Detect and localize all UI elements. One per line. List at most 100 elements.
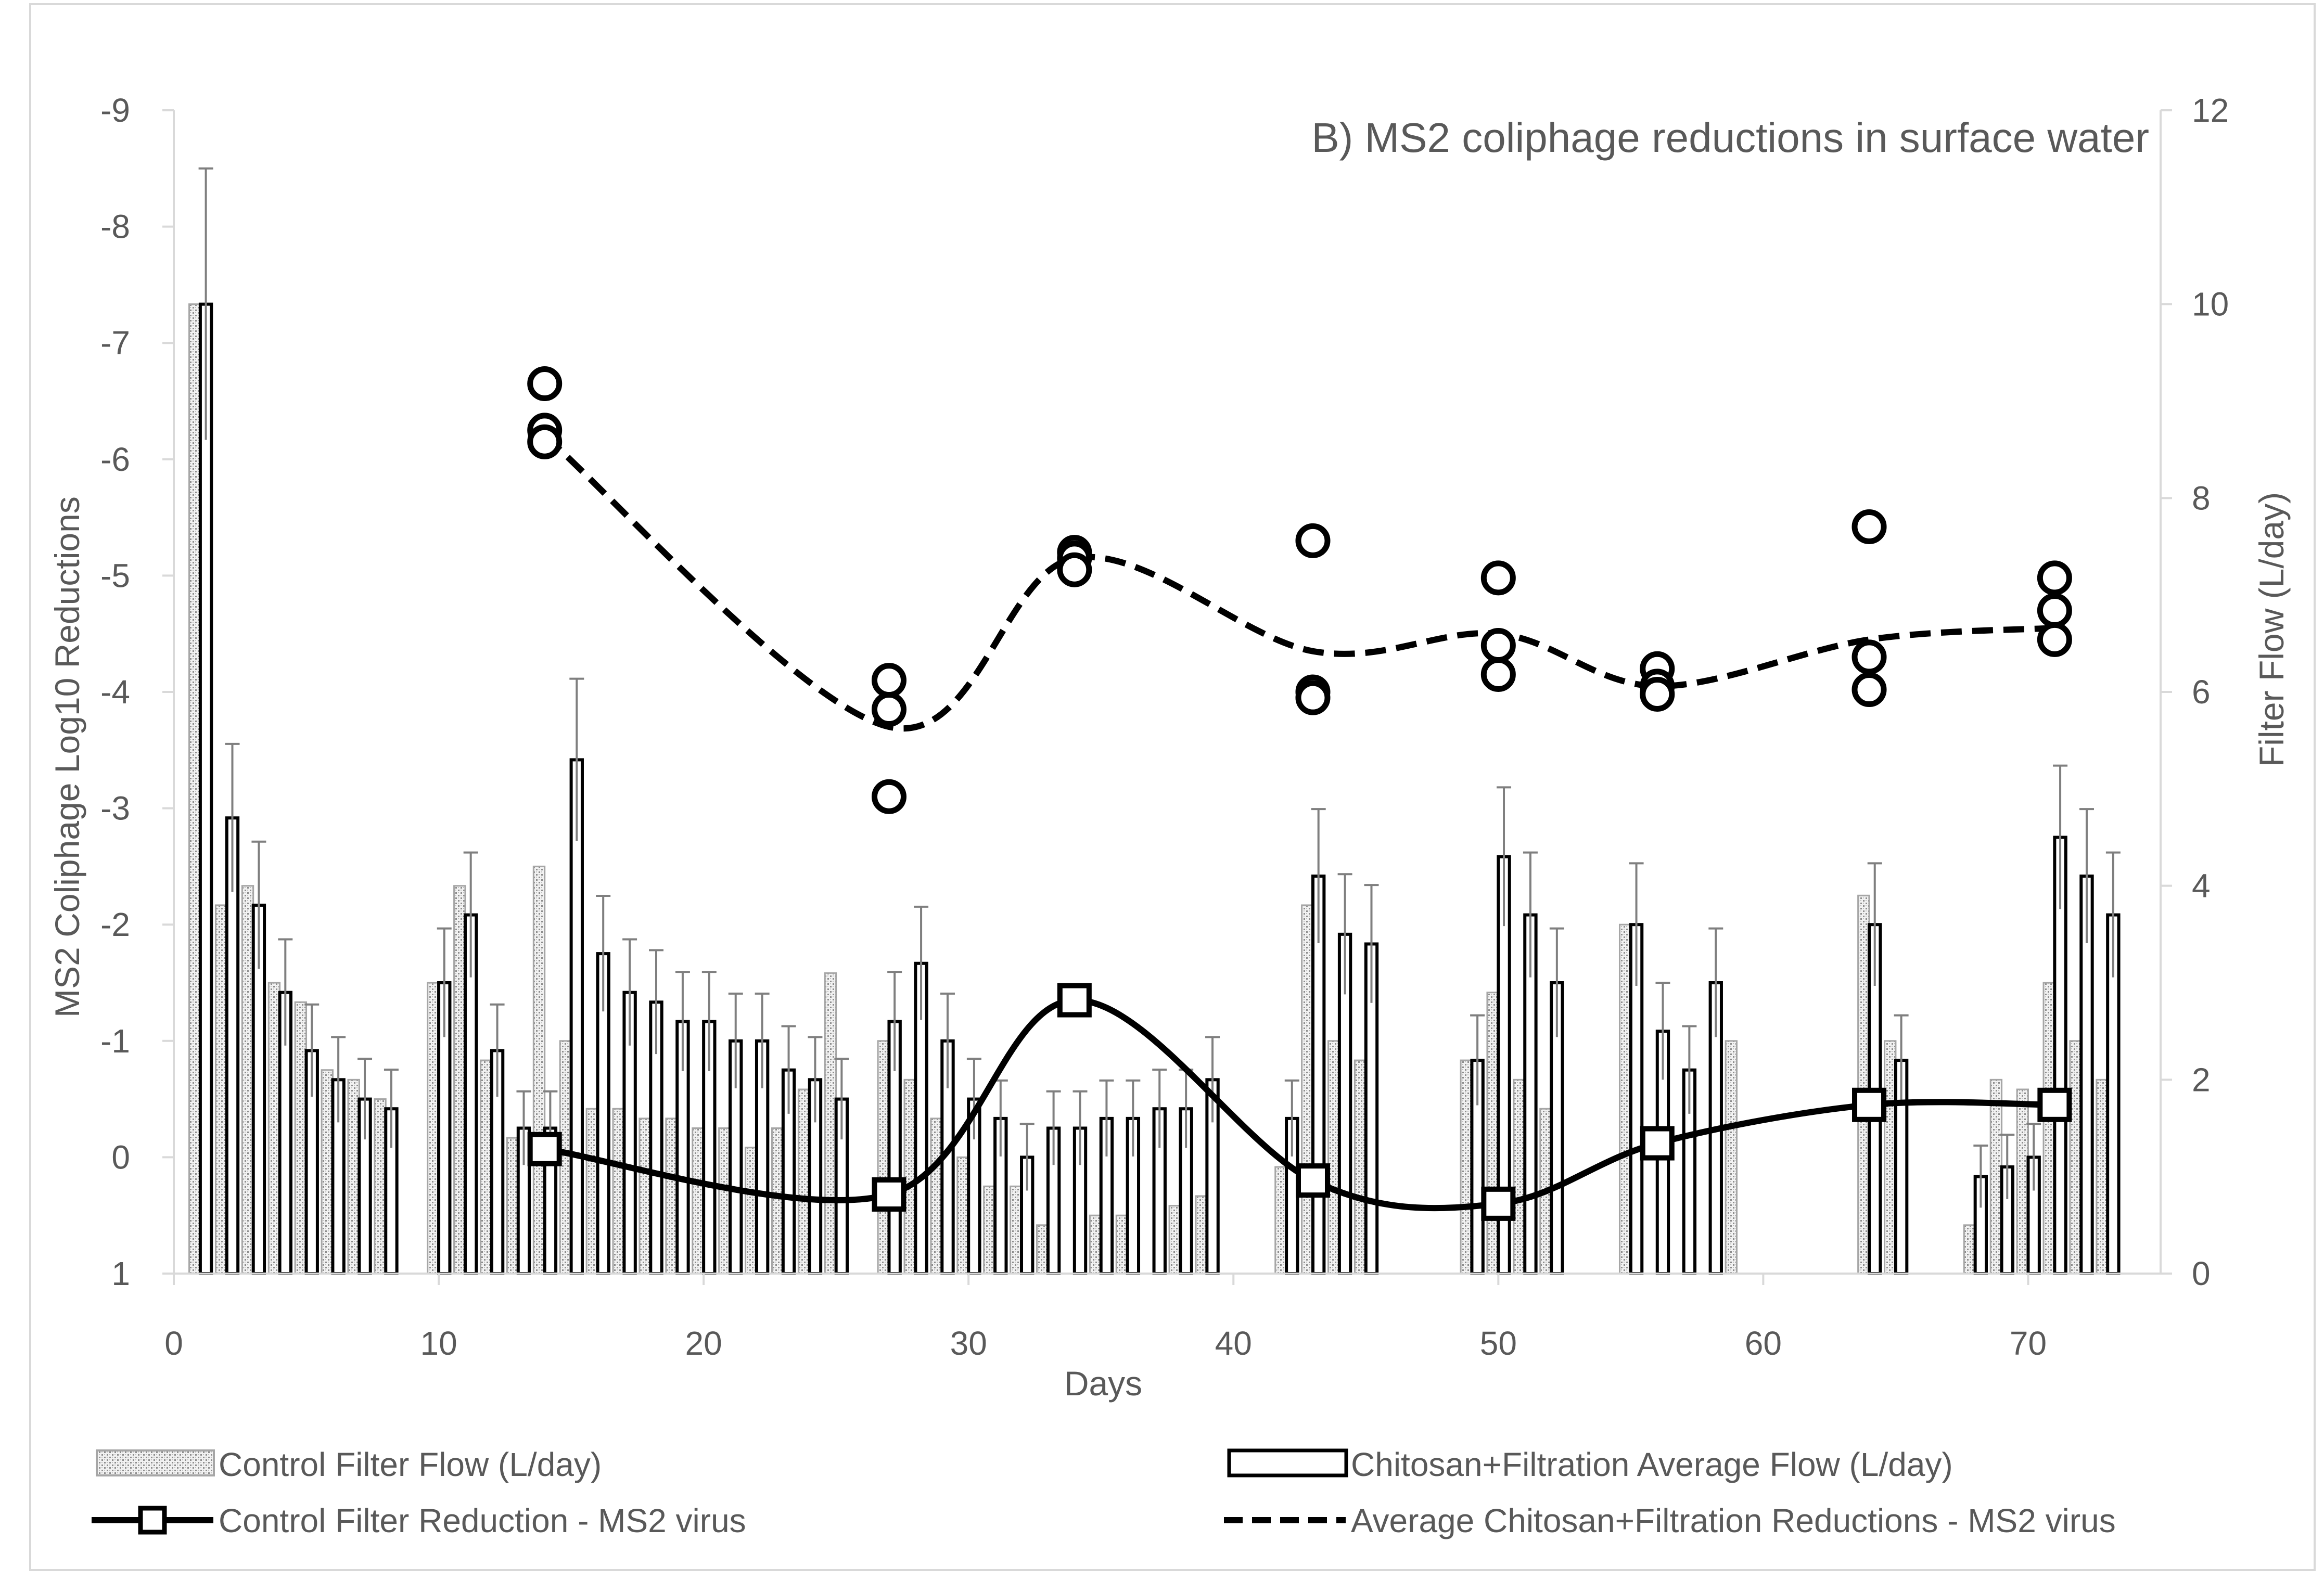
y-left-tick-label: -3: [100, 790, 130, 827]
y-left-tick-label: -4: [100, 673, 130, 711]
y-left-tick-label: 0: [111, 1138, 130, 1176]
chitosan-reduction-point: [1480, 560, 1516, 596]
control-reduction-marker: [1852, 1087, 1887, 1122]
y-right-tick-label: 2: [2192, 1061, 2211, 1098]
control-flow-bar: [1089, 1214, 1102, 1275]
x-tick-label: 40: [1215, 1325, 1252, 1362]
chitosan-reduction-point: [1851, 672, 1887, 708]
control-flow-bar: [1460, 1059, 1473, 1275]
control-reduction-marker: [1640, 1126, 1675, 1161]
y-right-tick-label: 4: [2192, 867, 2211, 905]
control-flow-bar: [294, 1001, 308, 1275]
control-flow-bar: [1963, 1224, 1976, 1275]
control-flow-bar: [1168, 1205, 1181, 1275]
chitosan-reduction-point: [1640, 676, 1675, 712]
x-axis-title: Days: [1064, 1364, 1142, 1403]
legend-swatch-control-reduction-marker: [138, 1506, 167, 1535]
chitosan-reduction-point: [871, 663, 906, 698]
control-flow-bar: [983, 1185, 996, 1275]
y-left-tick-label: -5: [100, 557, 130, 594]
legend: Control Filter Flow (L/day) Chitosan+Fil…: [92, 1446, 2116, 1539]
control-reduction-marker: [2037, 1087, 2072, 1122]
control-flow-bar: [1010, 1185, 1023, 1275]
legend-label-chitosan-flow: Chitosan+Filtration Average Flow (L/day): [1351, 1446, 1953, 1483]
legend-label-control-flow: Control Filter Flow (L/day): [219, 1446, 602, 1483]
control-flow-bar: [771, 1127, 784, 1275]
control-flow-bar: [956, 1156, 969, 1275]
control-flow-bar: [824, 972, 837, 1275]
control-reduction-marker: [1295, 1163, 1330, 1198]
chitosan-reduction-point: [1851, 639, 1887, 675]
control-flow-bar: [930, 1117, 943, 1275]
control-flow-bar: [612, 1108, 625, 1275]
control-flow-bar: [1486, 992, 1499, 1275]
chitosan-reduction-point: [2037, 622, 2072, 657]
chitosan-reduction-point: [871, 779, 906, 814]
chitosan-reduction-point: [1480, 628, 1516, 663]
y-right-tick-label: 0: [2192, 1255, 2211, 1292]
chitosan-flow-bar: [198, 302, 213, 1276]
chitosan-reduction-point: [527, 424, 563, 459]
control-flow-bar: [321, 1069, 334, 1275]
x-tick-label: 30: [950, 1325, 987, 1362]
control-flow-bar: [1353, 1059, 1367, 1275]
y-left-tick-label: -7: [100, 324, 130, 362]
control-flow-bar: [2096, 1078, 2109, 1275]
legend-label-control-reduction: Control Filter Reduction - MS2 virus: [219, 1502, 746, 1539]
control-flow-bar: [1301, 904, 1314, 1275]
control-flow-bar: [1195, 1195, 1208, 1275]
control-flow-bar: [665, 1117, 678, 1275]
control-flow-bar: [639, 1117, 652, 1275]
y-right-tick-label: 12: [2192, 92, 2229, 129]
control-flow-bar: [506, 1137, 519, 1275]
control-flow-bar: [903, 1078, 916, 1275]
control-flow-bar: [453, 885, 466, 1275]
control-flow-bar: [347, 1078, 360, 1275]
control-flow-bar: [1618, 923, 1632, 1275]
control-reduction-marker: [527, 1132, 562, 1166]
control-reduction-marker: [1057, 983, 1092, 1018]
control-flow-bar: [692, 1127, 705, 1275]
y-left-tick-label: -2: [100, 906, 130, 943]
control-flow-bar: [877, 1040, 890, 1275]
control-flow-bar: [1513, 1078, 1526, 1275]
control-flow-bar: [1884, 1040, 1897, 1275]
y-left-tick-label: -8: [100, 208, 130, 246]
x-tick-label: 0: [164, 1325, 183, 1362]
legend-swatch-control-flow: [96, 1449, 215, 1476]
control-flow-bar: [2042, 982, 2055, 1275]
chitosan-reduction-point: [527, 366, 563, 401]
control-flow-bar: [2016, 1088, 2029, 1275]
y-left-tick-label: -9: [100, 92, 130, 129]
control-flow-bar: [1274, 1166, 1287, 1275]
control-flow-bar: [797, 1088, 811, 1275]
legend-swatch-chitosan-flow: [1227, 1448, 1348, 1478]
chitosan-reduction-point: [1057, 552, 1092, 587]
control-flow-bar: [374, 1098, 387, 1275]
control-reduction-marker: [872, 1177, 906, 1212]
control-flow-bar: [479, 1059, 493, 1275]
x-tick-label: 20: [685, 1325, 722, 1362]
chitosan-reduction-point: [1480, 657, 1516, 692]
chart-border: [29, 3, 2316, 1571]
x-tick-label: 50: [1480, 1325, 1517, 1362]
control-flow-bar: [718, 1127, 731, 1275]
chitosan-reduction-point: [871, 692, 906, 727]
control-flow-bar: [1327, 1040, 1340, 1275]
markers-layer: [527, 366, 2072, 1221]
control-flow-bar: [188, 303, 201, 1275]
y-left-tick-label: 1: [111, 1255, 130, 1292]
legend-label-chitosan-reduction: Average Chitosan+Filtration Reductions -…: [1351, 1502, 2116, 1539]
chitosan-reduction-point: [2037, 593, 2072, 628]
control-flow-bar: [1989, 1078, 2003, 1275]
x-tick-label: 70: [2010, 1325, 2047, 1362]
y-axis-right-title: Filter Flow (L/day): [2252, 492, 2291, 767]
control-flow-bar: [1115, 1214, 1129, 1275]
x-tick-label: 60: [1745, 1325, 1782, 1362]
control-flow-bar: [214, 904, 228, 1275]
y-left-tick-label: -6: [100, 441, 130, 478]
chitosan-reduction-point: [1295, 523, 1331, 558]
y-left-tick-label: -1: [100, 1022, 130, 1060]
control-flow-bar: [1036, 1224, 1049, 1275]
